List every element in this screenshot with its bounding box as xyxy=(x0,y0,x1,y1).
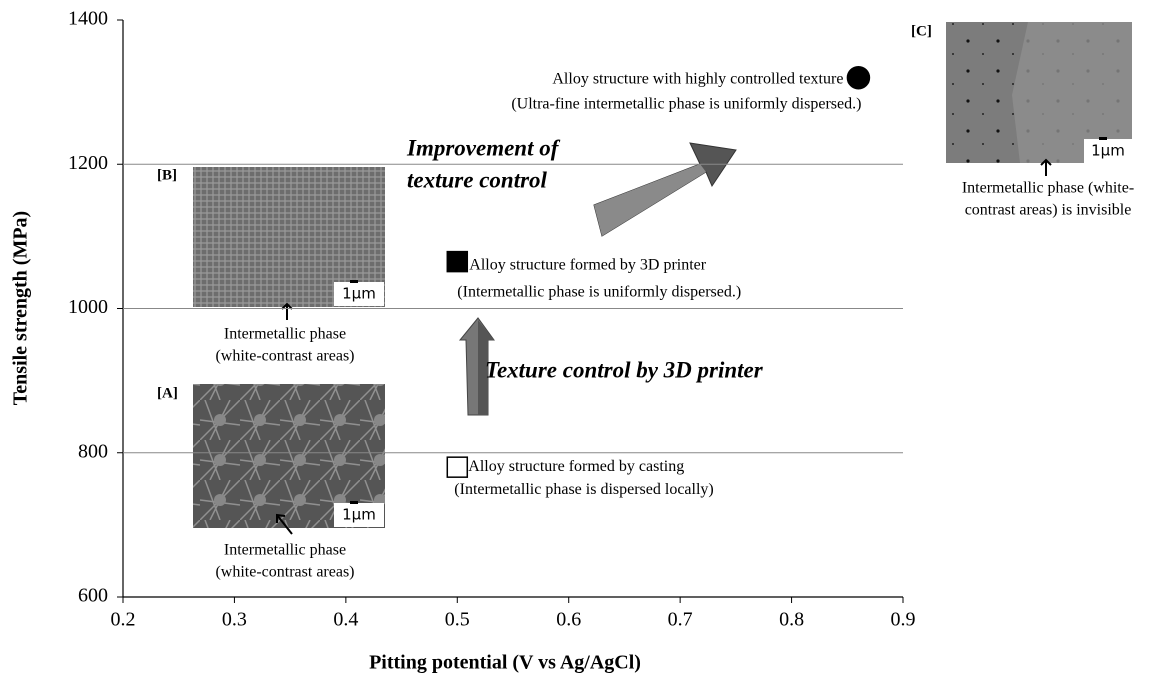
point xyxy=(447,252,467,272)
inset-tag: [A] xyxy=(157,385,178,401)
inset-caption: Intermetallic phase xyxy=(224,326,346,343)
annotation: texture control xyxy=(407,167,548,192)
x-tick-label: 0.2 xyxy=(111,609,136,631)
inset-scale: 1μm xyxy=(342,285,376,303)
x-tick-label: 0.7 xyxy=(668,609,693,631)
y-axis-title: Tensile strength (MPa) xyxy=(10,211,32,405)
inset-caption: Intermetallic phase (white- xyxy=(962,180,1134,197)
point-note: (Intermetallic phase is uniformly disper… xyxy=(457,283,741,300)
diagonal-arrow xyxy=(594,143,736,236)
x-tick-label: 0.5 xyxy=(445,609,470,631)
point-note: (Ultra-fine intermetallic phase is unifo… xyxy=(511,95,861,112)
y-tick-label: 1400 xyxy=(68,8,108,30)
inset-scale: 1μm xyxy=(1091,142,1125,160)
inset-caption: (white-contrast areas) xyxy=(215,564,354,581)
chart: Pitting potential (V vs Ag/AgCl) Tensile… xyxy=(0,0,1171,684)
y-tick-label: 800 xyxy=(78,440,108,462)
y-tick-label: 1000 xyxy=(68,296,108,318)
x-tick-label: 0.4 xyxy=(333,609,358,631)
point-label: Alloy structure with highly controlled t… xyxy=(552,70,843,87)
x-tick-label: 0.6 xyxy=(556,609,581,631)
x-axis-title: Pitting potential (V vs Ag/AgCl) xyxy=(369,652,641,674)
annotation: Improvement of xyxy=(406,135,561,160)
y-tick-label: 600 xyxy=(78,585,108,607)
point xyxy=(447,457,467,477)
point-label: Alloy structure formed by 3D printer xyxy=(469,256,707,273)
inset-caption: Intermetallic phase xyxy=(224,542,346,559)
point-note: (Intermetallic phase is dispersed locall… xyxy=(454,481,713,498)
x-tick-label: 0.9 xyxy=(891,609,916,631)
inset-tag: [B] xyxy=(157,167,177,183)
y-tick-label: 1200 xyxy=(68,152,108,174)
inset-caption: (white-contrast areas) xyxy=(215,348,354,365)
inset-scale: 1μm xyxy=(342,506,376,524)
inset-caption: contrast areas) is invisible xyxy=(965,202,1132,219)
annotation: Texture control by 3D printer xyxy=(485,357,764,382)
x-tick-label: 0.8 xyxy=(779,609,804,631)
inset-tag: [C] xyxy=(911,23,932,39)
x-tick-label: 0.3 xyxy=(222,609,247,631)
point xyxy=(847,67,869,89)
point-label: Alloy structure formed by casting xyxy=(468,458,684,475)
